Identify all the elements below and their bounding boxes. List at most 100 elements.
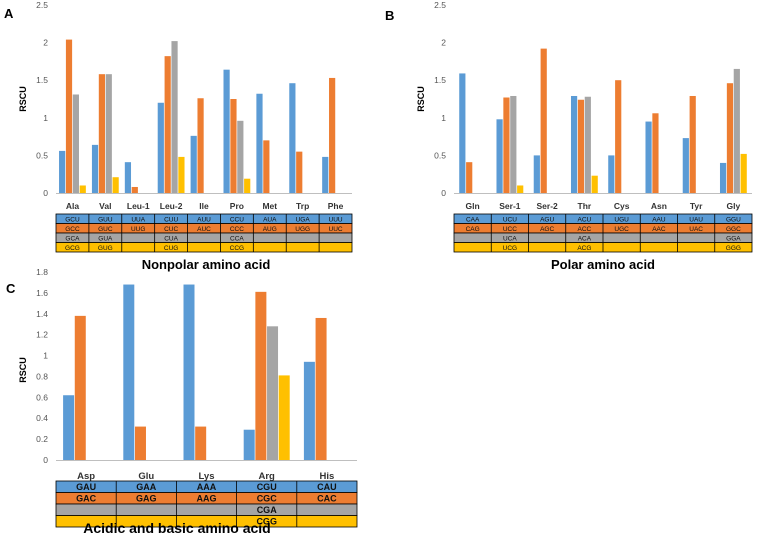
codon-cell: GCA <box>65 235 80 242</box>
codon-cell: CCG <box>230 245 244 252</box>
panel-letter: A <box>4 6 14 21</box>
codon-cell: GCC <box>65 226 80 233</box>
category-label: Phe <box>328 201 344 211</box>
codon-cell: AGU <box>540 216 554 223</box>
bar-tyr-2 <box>689 95 696 193</box>
y-tick-label: 1 <box>441 113 446 123</box>
category-label: Asn <box>651 201 667 211</box>
bar-ile-1 <box>190 135 197 193</box>
bar-pro-3 <box>237 120 244 193</box>
bar-his-2 <box>315 317 327 460</box>
bar-his-1 <box>303 361 315 460</box>
codon-cell: UGC <box>614 226 629 233</box>
bar-ser-2-1 <box>533 155 540 193</box>
bar-asp-2 <box>74 315 86 460</box>
category-label: Lys <box>198 471 214 482</box>
bar-arg-2 <box>255 291 267 460</box>
y-tick-label: 0 <box>441 188 446 198</box>
bar-val-2 <box>98 74 105 193</box>
codon-row-3 <box>55 503 358 516</box>
codon-cell: UGU <box>614 216 629 223</box>
bar-phe-2 <box>329 77 336 193</box>
codon-row-4 <box>55 242 353 253</box>
codon-cell: AAG <box>197 493 217 503</box>
codon-cell: AAA <box>197 482 217 492</box>
bar-ala-2 <box>65 39 73 194</box>
bar-ser-2-2 <box>540 48 547 194</box>
category-label: Val <box>99 201 111 211</box>
bar-trp-1 <box>289 83 296 193</box>
codon-cell: GUA <box>98 235 113 242</box>
y-tick-label: 1 <box>43 113 48 123</box>
bar-arg-4 <box>278 375 290 460</box>
bar-pro-1 <box>223 69 230 193</box>
codon-cell: AUU <box>197 216 211 223</box>
codon-cell: CAG <box>466 226 480 233</box>
bar-met-1 <box>256 93 263 193</box>
codon-cell: AAC <box>652 226 666 233</box>
y-tick-label: 1.5 <box>434 75 446 85</box>
codon-cell: GGA <box>726 235 741 242</box>
category-label: Gln <box>466 201 480 211</box>
bar-lys-1 <box>183 284 195 460</box>
category-label: Asp <box>77 471 95 482</box>
bar-gln-2 <box>466 162 473 193</box>
category-label: Glu <box>138 471 154 482</box>
codon-cell: UCG <box>503 245 517 252</box>
panel-letter: B <box>385 8 394 23</box>
bar-asn-1 <box>645 121 652 193</box>
y-tick-label: 2 <box>441 38 446 48</box>
bar-asp-1 <box>63 395 75 460</box>
codon-cell: CGA <box>257 505 278 515</box>
codon-cell: GAG <box>136 493 157 503</box>
codon-cell: ACC <box>578 226 592 233</box>
bar-gln-1 <box>459 73 466 193</box>
y-tick-label: 0.2 <box>36 434 48 444</box>
y-axis-label: RSCU <box>18 357 28 383</box>
codon-cell: UCC <box>503 226 517 233</box>
codon-cell: AUA <box>263 216 277 223</box>
bar-cys-1 <box>608 155 615 193</box>
y-tick-label: 0 <box>43 455 48 465</box>
bar-ala-4 <box>79 185 86 193</box>
codon-cell: UCU <box>503 216 517 223</box>
y-axis-label: RSCU <box>18 86 28 112</box>
codon-cell: CCU <box>230 216 244 223</box>
panel-a: A 0 0.5 1 1.5 2 2.5 RSCU Ala Val Leu-1 Leu-2 Ile Pro M… <box>4 0 353 272</box>
codon-cell: GGG <box>726 245 741 252</box>
codon-cell: ACA <box>578 235 592 242</box>
y-tick-label: 1.2 <box>36 330 48 340</box>
y-tick-label: 2 <box>43 38 48 48</box>
bar-asn-2 <box>652 113 659 193</box>
bar-pro-4 <box>244 178 251 193</box>
codon-cell: GCG <box>65 245 80 252</box>
codon-cell: UCA <box>503 235 517 242</box>
bar-cys-2 <box>615 80 622 193</box>
bar-thr-2 <box>577 99 585 193</box>
bar-ala-1 <box>59 150 66 193</box>
bar-ser-1-4 <box>517 185 524 193</box>
codon-cell: UUC <box>329 226 343 233</box>
category-label: Gly <box>727 201 741 211</box>
codon-cell: GAU <box>76 482 96 492</box>
category-label: Arg <box>259 471 276 482</box>
codon-cell: GCU <box>65 216 80 223</box>
panel-b: B 0 0.5 1 1.5 2 2.5 RSCU Gln Ser-1 Ser-2 Thr Cys Asn T… <box>385 0 753 272</box>
codon-cell: AGC <box>540 226 554 233</box>
codon-cell: CUC <box>164 226 178 233</box>
bar-trp-2 <box>296 151 303 193</box>
category-label: Thr <box>578 201 592 211</box>
bar-pro-2 <box>230 99 237 193</box>
codon-cell: CUG <box>164 245 178 252</box>
codon-cell: CGG <box>256 516 277 526</box>
bar-leu-2-1 <box>157 102 164 193</box>
codon-cell: CGC <box>257 493 278 503</box>
bar-thr-1 <box>570 95 578 193</box>
y-tick-label: 0.5 <box>36 150 48 160</box>
codon-cell: GGC <box>726 226 741 233</box>
bar-arg-1 <box>243 429 255 460</box>
bar-gly-3 <box>733 68 740 193</box>
category-label: Leu-2 <box>160 201 183 211</box>
y-axis-label: RSCU <box>416 86 426 112</box>
y-tick-label: 0.8 <box>36 371 48 381</box>
